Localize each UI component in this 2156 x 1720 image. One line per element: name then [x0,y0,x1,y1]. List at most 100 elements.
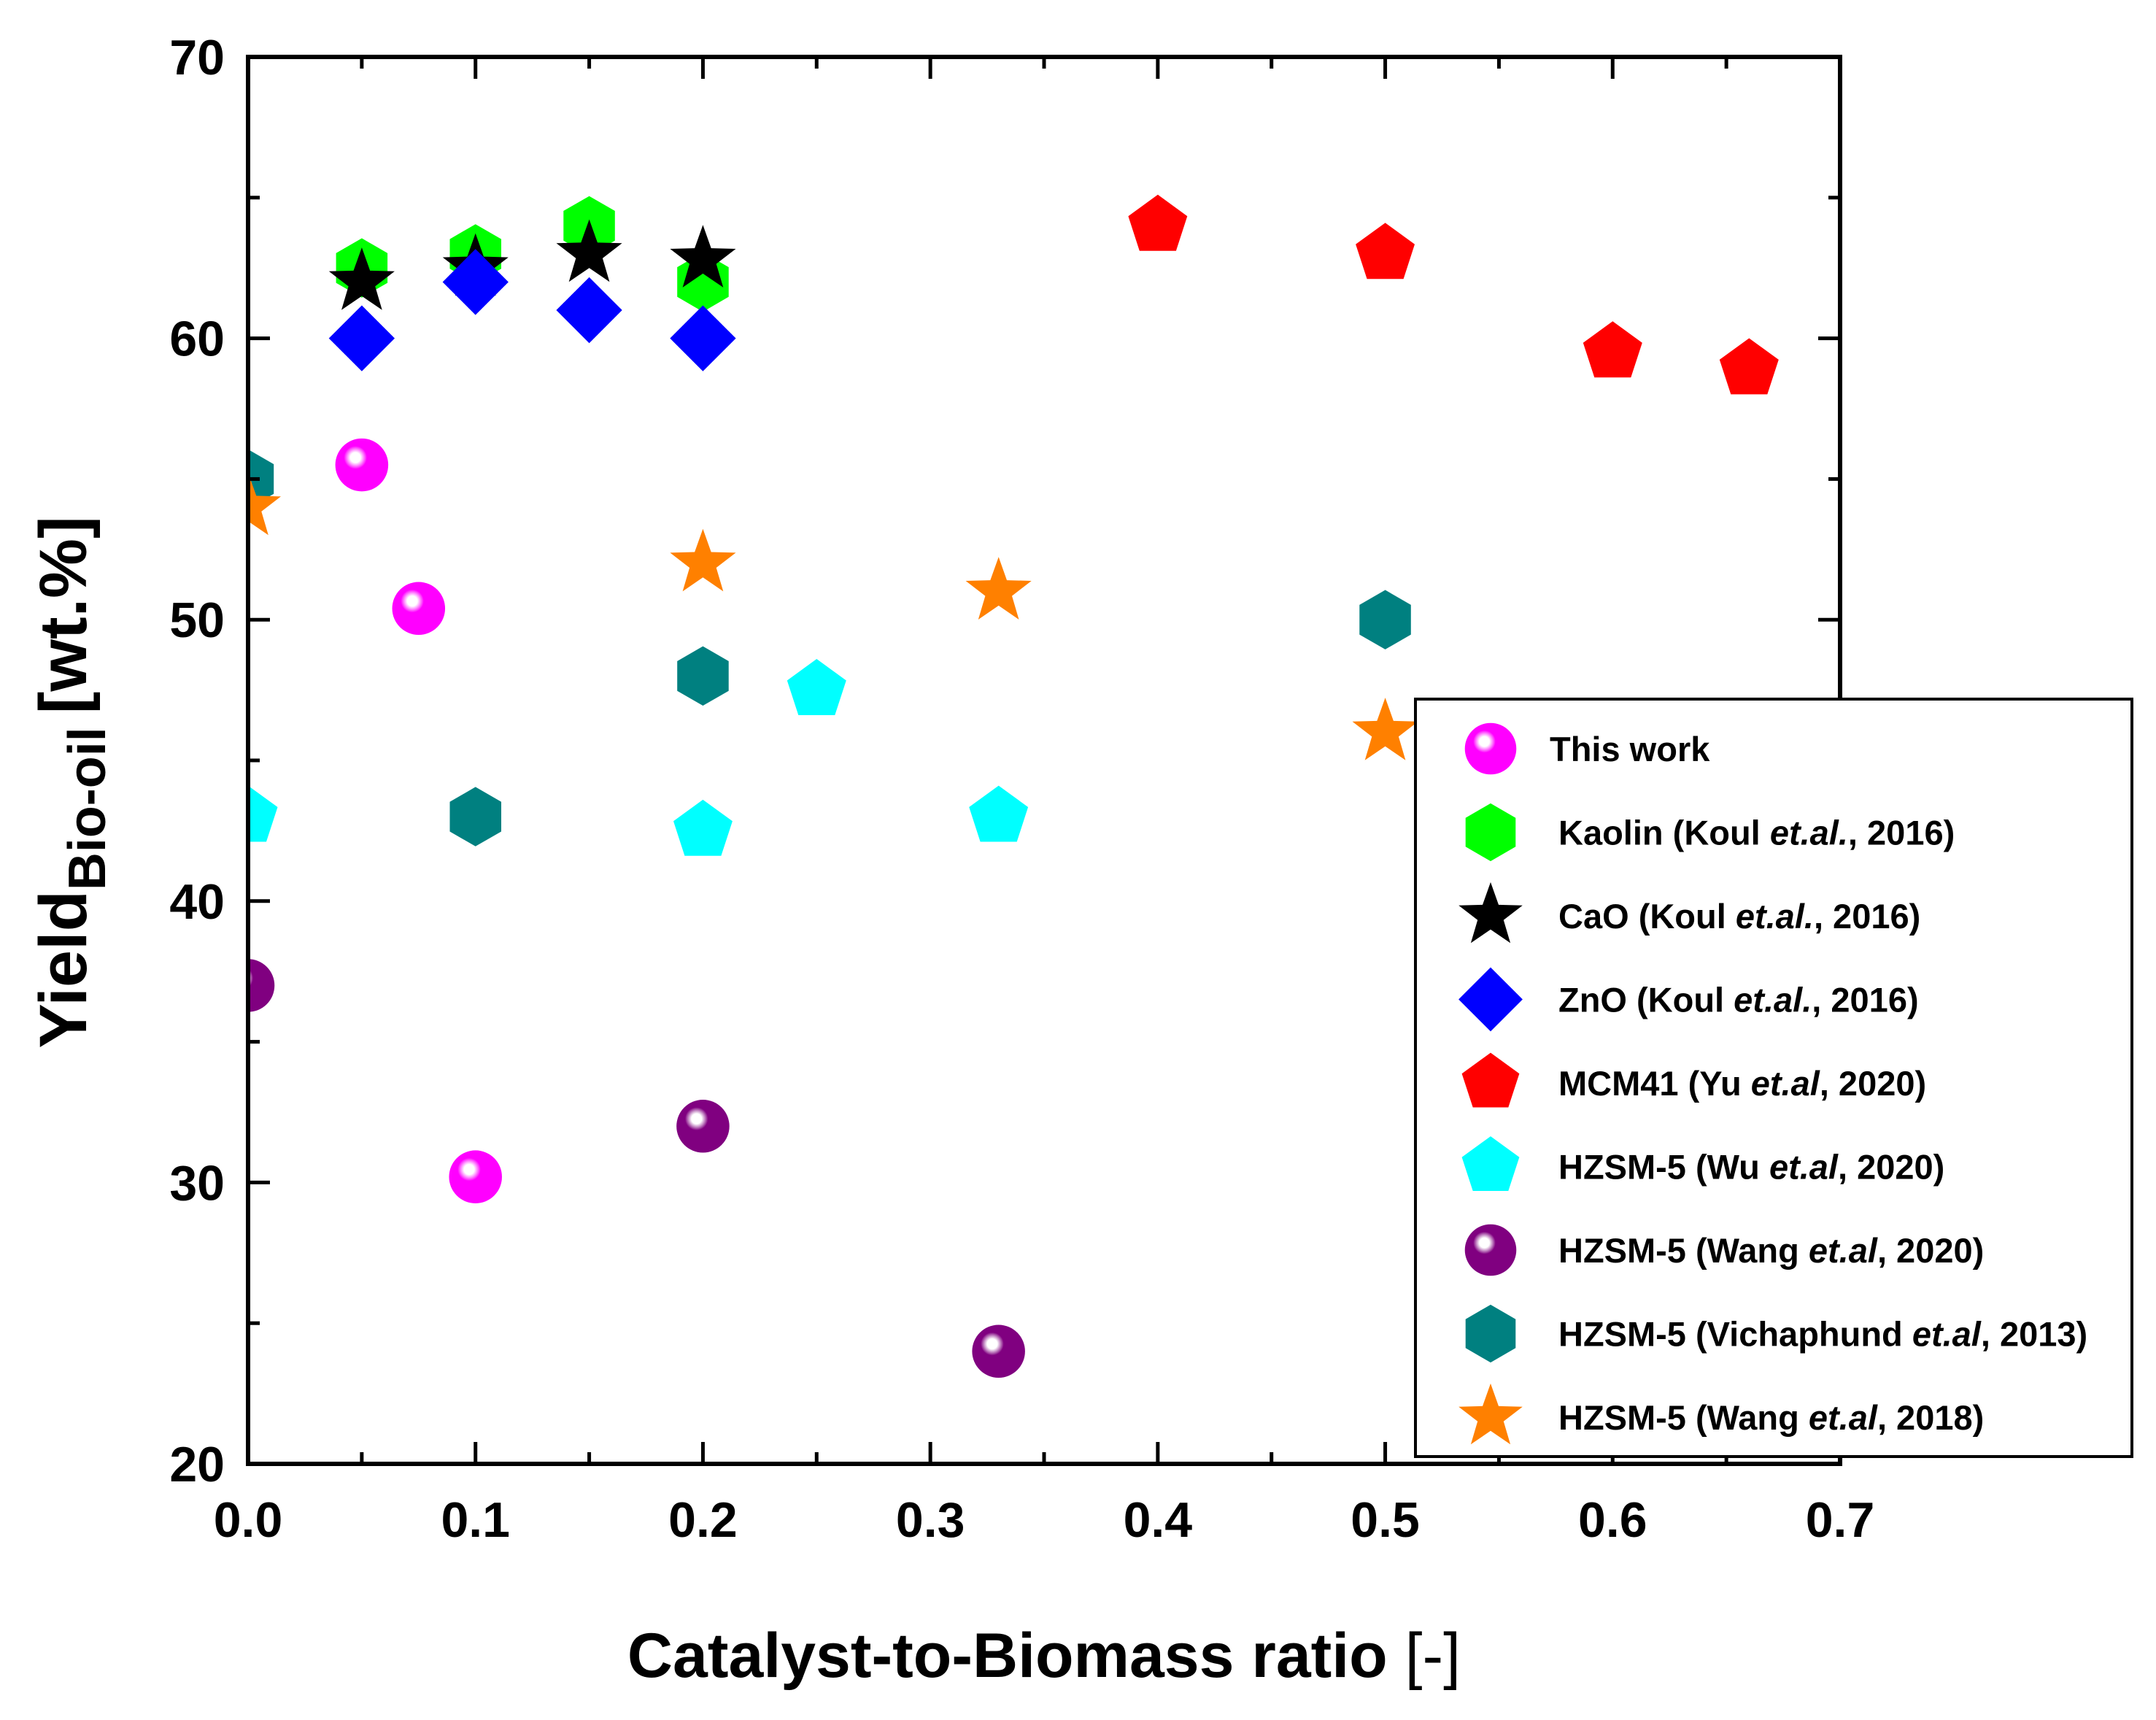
data-point-zno [442,249,509,315]
legend-label: HZSM-5 (Wang et.al, 2018) [1558,1398,1984,1437]
legend-label-part: , 2020) [1877,1231,1984,1270]
legend-marker-zno [1458,967,1523,1032]
legend-item-hzsm5-wang2020: HZSM-5 (Wang et.al, 2020) [1464,1224,1984,1276]
plot-area [248,194,1779,1378]
x-axis-title-unit: [-] [1405,1621,1461,1691]
legend-label-part: et.al [1809,1231,1878,1270]
x-tick-label: 0.2 [668,1492,738,1548]
legend-label: Kaolin (Koul et.al., 2016) [1558,814,1955,852]
data-point-hzsm5-wang2018 [670,528,736,592]
legend-label-part: HZSM-5 (Vichaphund [1558,1315,1912,1354]
legend-item-zno: ZnO (Koul et.al., 2016) [1458,967,1919,1032]
y-axis-title-unit: [wt.%] [26,516,101,714]
legend-label-part: Kaolin (Koul [1558,814,1770,852]
legend-label-part: , 2013) [1981,1315,2087,1354]
data-point-this-work [449,1150,502,1203]
data-point-hzsm5-wu [248,785,278,842]
legend-label-part: et.al. [1734,981,1812,1019]
data-point-mcm41 [1128,194,1188,251]
data-point-zno [556,277,622,344]
x-axis-title-main: Catalyst-to-Biomass ratio [627,1621,1388,1691]
legend-label-part: , 2016) [1814,897,1920,936]
legend-label: ZnO (Koul et.al., 2016) [1558,981,1919,1019]
legend-item-mcm41: MCM41 (Yu et.al, 2020) [1461,1052,1926,1108]
data-point-hzsm5-wang2018 [248,472,281,536]
data-point-zno [328,305,395,371]
legend-label-part: et.al. [1770,814,1848,852]
legend-label-part: , 2020) [1820,1064,1926,1103]
x-axis-title: Catalyst-to-Biomass ratio [-] [627,1621,1461,1691]
data-point-cao [328,247,395,310]
legend-label-part: MCM41 (Yu [1558,1064,1751,1103]
x-tick-label: 0.7 [1806,1492,1875,1548]
data-point-cao [556,219,622,282]
legend-label-part: This work [1550,730,1710,768]
data-point-this-work [392,582,446,636]
legend-label-part: et.al [1769,1148,1839,1187]
legend-label-part: HZSM-5 (Wang [1558,1231,1809,1270]
data-point-hzsm5-wang2018 [965,557,1032,620]
data-point-cao [670,225,736,288]
series-cao [328,219,736,310]
x-tick-label: 0.6 [1578,1492,1647,1548]
data-point-hzsm5-wang2020 [248,959,275,1012]
data-point-hzsm5-wu [673,799,733,856]
legend-label-part: et.al [1912,1315,1982,1354]
legend-marker-mcm41 [1461,1052,1520,1108]
y-tick-label: 60 [169,312,225,367]
data-point-hzsm5-vichaphund [677,646,729,706]
series-hzsm5-wang2020 [248,959,1025,1378]
legend-item-this-work: This work [1464,722,1710,775]
x-tick-label: 0.4 [1124,1492,1193,1548]
x-tick-label: 0.3 [896,1492,965,1548]
x-tick-label: 0.0 [214,1492,283,1548]
legend-label-part: , 2018) [1877,1398,1984,1437]
legend-item-hzsm5-wu: HZSM-5 (Wu et.al, 2020) [1461,1136,1944,1191]
legend-label-part: et.al. [1736,897,1814,936]
x-tick-label: 0.5 [1351,1492,1420,1548]
axes: 0.0 0.1 0.2 0.3 0.4 0.5 0.6 0.7 20 30 40 50 60 70 [169,30,1874,1548]
y-tick-label: 50 [169,593,225,648]
legend-item-hzsm5-wang2018: HZSM-5 (Wang et.al, 2018) [1458,1383,1984,1445]
legend-item-cao: CaO (Koul et.al., 2016) [1458,882,1920,944]
legend-marker-hzsm5-wang2018 [1458,1383,1523,1445]
legend-label-part: HZSM-5 (Wang [1558,1398,1809,1437]
legend-label-part: et.al [1809,1398,1878,1437]
series-hzsm5-vichaphund [248,449,1411,846]
legend-label: CaO (Koul et.al., 2016) [1558,897,1920,936]
data-point-mcm41 [1356,223,1415,279]
series-zno [328,249,736,371]
data-point-mcm41 [1583,321,1642,378]
legend-label: HZSM-5 (Wu et.al, 2020) [1558,1148,1944,1187]
legend-label: HZSM-5 (Wang et.al, 2020) [1558,1231,1984,1270]
y-tick-label: 30 [169,1155,225,1211]
data-point-zno [670,305,736,371]
legend-label-part: CaO (Koul [1558,897,1736,936]
y-axis-title: YieldBio-oil [wt.%] [26,516,117,1048]
y-axis-title-main: Yield [26,890,101,1048]
series-hzsm5-wang2018 [248,472,1418,760]
legend-label-part: , 2020) [1838,1148,1944,1187]
y-axis-title-subscript: Bio-oil [58,727,117,890]
legend-label-part: et.al [1751,1064,1820,1103]
legend-item-hzsm5-vichaphund: HZSM-5 (Vichaphund et.al, 2013) [1465,1304,2087,1363]
legend-marker-hzsm5-wang2020 [1464,1224,1517,1276]
legend-marker-hzsm5-wu [1461,1136,1520,1191]
data-point-this-work [335,438,389,492]
legend-item-kaolin: Kaolin (Koul et.al., 2016) [1465,803,1955,862]
data-point-hzsm5-vichaphund [1359,590,1411,649]
data-point-hzsm5-wang2020 [972,1324,1025,1378]
y-tick-label: 20 [169,1437,225,1492]
legend-label: MCM41 (Yu et.al, 2020) [1558,1064,1926,1103]
data-point-hzsm5-wang2020 [676,1100,730,1153]
y-tick-label: 40 [169,874,225,930]
legend-label: HZSM-5 (Vichaphund et.al, 2013) [1558,1315,2087,1354]
x-tick-label: 0.1 [441,1492,510,1548]
legend-label-part: ZnO (Koul [1558,981,1734,1019]
legend-label-part: HZSM-5 (Wu [1558,1148,1769,1187]
data-point-hzsm5-wang2018 [1352,698,1418,760]
series-mcm41 [1128,194,1779,395]
legend-label-part: , 2016) [1812,981,1918,1019]
